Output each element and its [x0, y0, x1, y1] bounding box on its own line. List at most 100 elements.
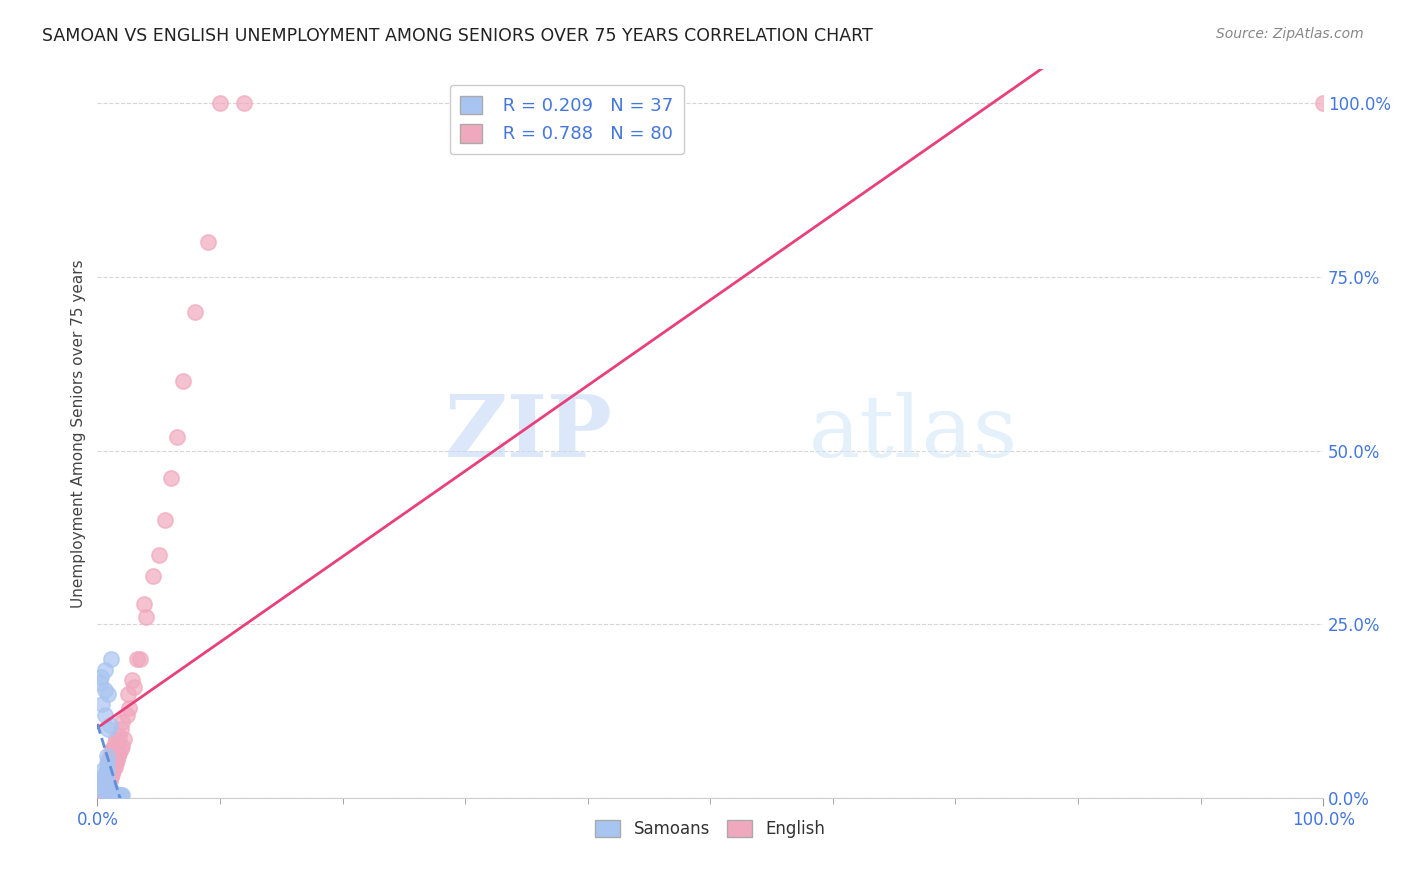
- Point: [89, 788, 111, 802]
- Point: [94, 767, 117, 781]
- Point: [103, 749, 125, 764]
- Point: [91, 784, 114, 798]
- Point: [107, 735, 129, 749]
- Point: [93, 764, 115, 778]
- Point: [129, 652, 152, 666]
- Point: [93, 770, 115, 784]
- Point: [104, 749, 127, 764]
- Point: [148, 548, 170, 562]
- Point: [91, 780, 114, 795]
- Point: [94, 780, 117, 795]
- Point: [112, 732, 135, 747]
- Point: [107, 788, 129, 802]
- Text: atlas: atlas: [808, 392, 1018, 475]
- Text: ZIP: ZIP: [444, 392, 612, 475]
- Point: [103, 788, 125, 802]
- Point: [98, 773, 121, 788]
- Point: [135, 610, 157, 624]
- Point: [103, 735, 125, 749]
- Point: [94, 777, 117, 791]
- Point: [96, 773, 118, 788]
- Point: [96, 770, 118, 784]
- Point: [93, 777, 115, 791]
- Point: [93, 663, 115, 677]
- Point: [93, 780, 115, 795]
- Point: [94, 770, 117, 784]
- Point: [91, 698, 114, 712]
- Text: SAMOAN VS ENGLISH UNEMPLOYMENT AMONG SENIORS OVER 75 YEARS CORRELATION CHART: SAMOAN VS ENGLISH UNEMPLOYMENT AMONG SEN…: [42, 27, 873, 45]
- Point: [97, 687, 120, 701]
- Point: [166, 430, 188, 444]
- Point: [100, 764, 122, 778]
- Point: [104, 756, 127, 771]
- Point: [111, 714, 134, 729]
- Point: [208, 96, 231, 111]
- Point: [96, 777, 118, 791]
- Point: [110, 722, 132, 736]
- Point: [93, 773, 115, 788]
- Point: [184, 304, 207, 318]
- Point: [93, 770, 115, 784]
- Point: [96, 749, 118, 764]
- Point: [94, 773, 117, 788]
- Point: [96, 756, 118, 771]
- Point: [110, 788, 132, 802]
- Point: [125, 652, 148, 666]
- Point: [110, 742, 132, 756]
- Point: [100, 652, 122, 666]
- Point: [111, 788, 134, 802]
- Point: [101, 742, 124, 756]
- Point: [108, 788, 131, 802]
- Point: [108, 746, 131, 760]
- Point: [105, 788, 128, 802]
- Point: [103, 742, 125, 756]
- Point: [93, 780, 115, 795]
- Point: [118, 701, 141, 715]
- Point: [141, 568, 163, 582]
- Point: [1312, 96, 1334, 111]
- Point: [93, 683, 115, 698]
- Point: [97, 722, 120, 736]
- Point: [101, 788, 124, 802]
- Point: [103, 764, 125, 778]
- Point: [105, 742, 128, 756]
- Point: [111, 739, 134, 753]
- Point: [94, 777, 117, 791]
- Point: [96, 764, 118, 778]
- Point: [93, 780, 115, 795]
- Point: [98, 760, 121, 774]
- Point: [132, 597, 155, 611]
- Point: [197, 235, 219, 250]
- Point: [104, 732, 127, 747]
- Point: [97, 760, 120, 774]
- Point: [103, 760, 125, 774]
- Point: [100, 756, 122, 771]
- Point: [93, 784, 115, 798]
- Point: [97, 767, 120, 781]
- Point: [98, 753, 121, 767]
- Point: [153, 513, 176, 527]
- Point: [90, 788, 112, 802]
- Point: [98, 784, 121, 798]
- Point: [104, 788, 127, 802]
- Point: [93, 784, 115, 798]
- Point: [100, 746, 122, 760]
- Point: [97, 753, 120, 767]
- Point: [93, 777, 115, 791]
- Point: [115, 707, 138, 722]
- Point: [160, 471, 183, 485]
- Point: [103, 753, 125, 767]
- Y-axis label: Unemployment Among Seniors over 75 years: Unemployment Among Seniors over 75 years: [72, 259, 86, 607]
- Point: [108, 729, 131, 743]
- Text: Source: ZipAtlas.com: Source: ZipAtlas.com: [1216, 27, 1364, 41]
- Point: [90, 669, 112, 683]
- Point: [101, 767, 124, 781]
- Point: [94, 770, 117, 784]
- Point: [91, 784, 114, 798]
- Point: [93, 773, 115, 788]
- Point: [105, 753, 128, 767]
- Point: [97, 773, 120, 788]
- Point: [103, 788, 125, 802]
- Point: [101, 753, 124, 767]
- Point: [94, 773, 117, 788]
